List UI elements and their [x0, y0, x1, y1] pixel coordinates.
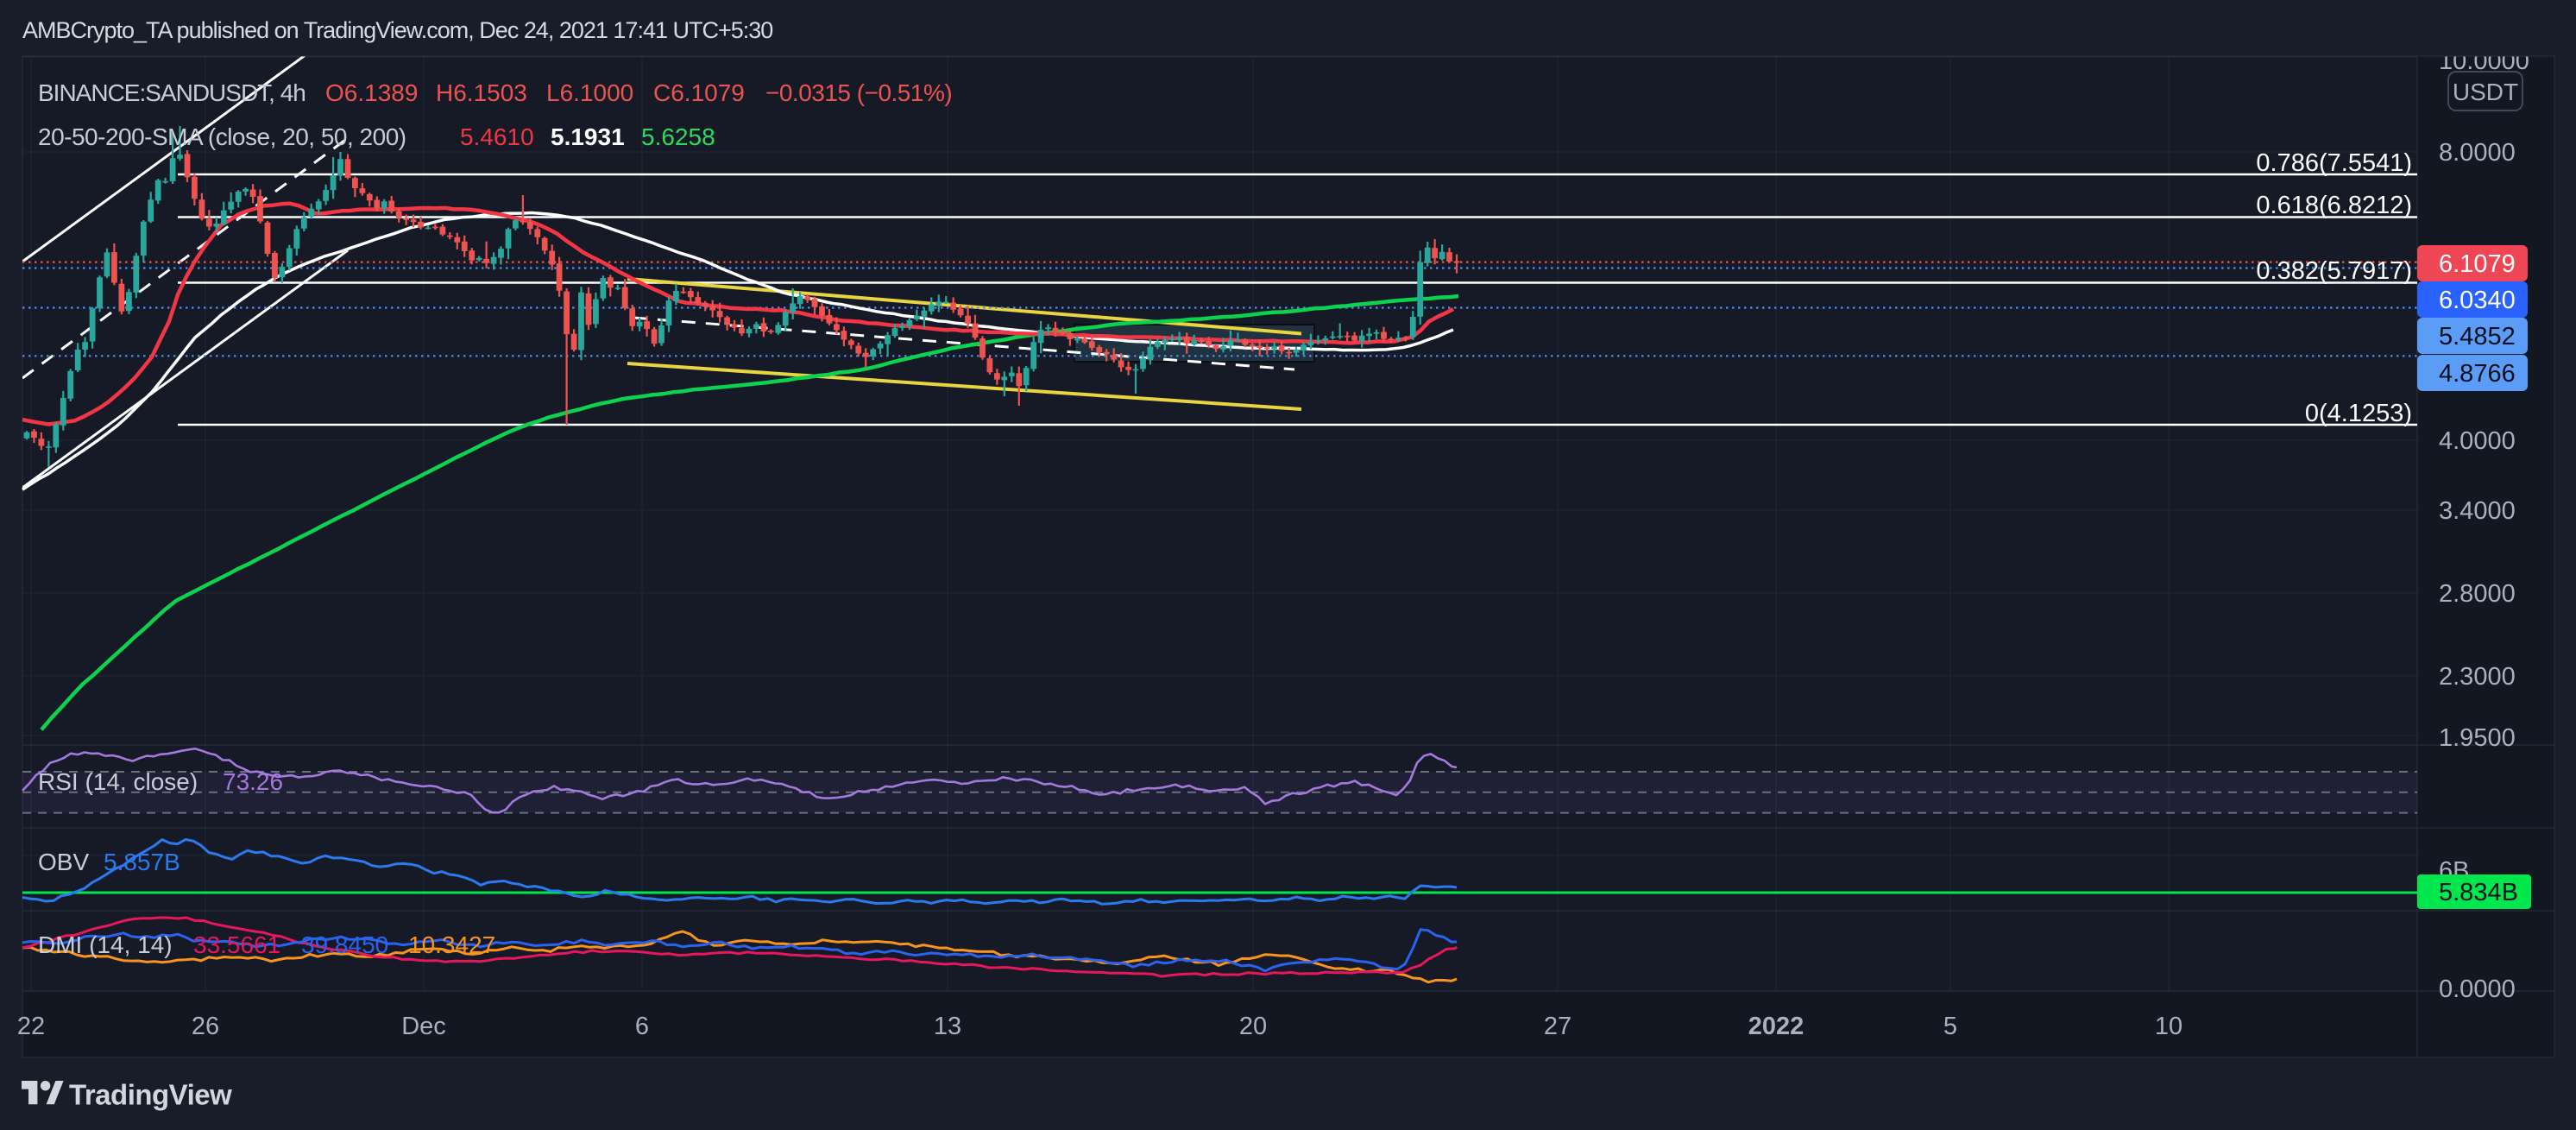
svg-text:0.0000: 0.0000	[2439, 975, 2516, 1003]
svg-text:2.3000: 2.3000	[2439, 663, 2516, 691]
svg-text:6: 6	[635, 1013, 649, 1040]
svg-text:3.4000: 3.4000	[2439, 497, 2516, 525]
svg-text:4.8766: 4.8766	[2439, 360, 2516, 388]
svg-text:0.618(6.8212): 0.618(6.8212)	[2256, 192, 2412, 219]
svg-text:6.1079: 6.1079	[2439, 250, 2516, 278]
svg-text:4.0000: 4.0000	[2439, 427, 2516, 455]
svg-text:27: 27	[1544, 1013, 1571, 1040]
svg-text:20: 20	[1239, 1013, 1267, 1040]
svg-text:20-50-200-SMA (close, 20, 50,: 20-50-200-SMA (close, 20, 50, 200) 5.4610…	[38, 123, 715, 150]
svg-text:5: 5	[1943, 1013, 1957, 1040]
svg-text:USDT: USDT	[2453, 79, 2518, 105]
svg-text:6.0340: 6.0340	[2439, 287, 2516, 314]
svg-text:10: 10	[2155, 1013, 2182, 1040]
svg-text:TradingView: TradingView	[69, 1079, 232, 1111]
svg-text:Dec: Dec	[401, 1013, 446, 1040]
svg-text:22: 22	[17, 1013, 45, 1040]
svg-text:AMBCrypto_TA published on Trad: AMBCrypto_TA published on TradingView.co…	[22, 17, 772, 43]
svg-text:13: 13	[934, 1013, 961, 1040]
svg-text:2022: 2022	[1748, 1013, 1804, 1040]
svg-text:2.8000: 2.8000	[2439, 580, 2516, 608]
svg-text:0.382(5.7917): 0.382(5.7917)	[2256, 257, 2412, 285]
svg-text:5.4852: 5.4852	[2439, 323, 2516, 350]
svg-text:1.9500: 1.9500	[2439, 724, 2516, 752]
svg-text:0(4.1253): 0(4.1253)	[2305, 400, 2412, 427]
svg-text:RSI (14, close)73.26: RSI (14, close) 73.26	[38, 768, 283, 795]
svg-text:5.834B: 5.834B	[2439, 879, 2518, 906]
svg-text:0.786(7.5541): 0.786(7.5541)	[2256, 149, 2412, 177]
svg-text:26: 26	[192, 1013, 219, 1040]
svg-text:8.0000: 8.0000	[2439, 139, 2516, 167]
